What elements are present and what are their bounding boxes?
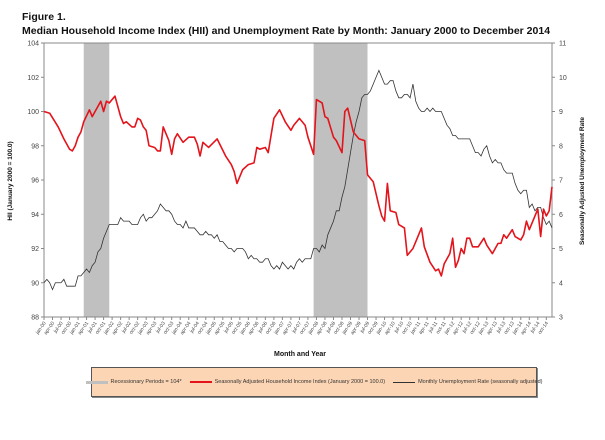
legend-swatch-hii [189,381,212,383]
y-axis-label-left: HII (January 2000 = 100.0) [7,141,14,220]
y-tick-label-left: 88 [31,315,39,322]
y-tick-label-right: 8 [559,143,563,150]
legend-item-unemployment: Monthly Unemployment Rate (seasonally ad… [393,379,543,385]
y-tick-label-right: 3 [559,315,563,322]
y-tick-label-left: 90 [31,280,39,287]
y-tick-label-right: 7 [559,178,563,185]
y-tick-label-left: 102 [27,75,39,82]
unemployment-rate-line [43,69,553,291]
y-tick-label-right: 11 [559,41,566,48]
series-lines [43,69,553,291]
y-tick-label-left: 100 [27,109,39,116]
recession-shading [83,43,368,317]
y-tick-label-left: 98 [31,143,39,150]
legend: Recessionary Periods = 104* Seasonally A… [85,367,543,397]
legend-swatch-recession [85,380,108,384]
y-tick-label-right: 10 [559,75,567,82]
y-tick-label-left: 104 [27,41,39,48]
figure-label: Figure 1. [22,11,66,23]
y-tick-label-left: 92 [31,246,39,253]
chart-title: Median Household Income Index (HII) and … [22,25,551,37]
legend-item-recession: Recessionary Periods = 104* [85,379,182,385]
legend-label-recession: Recessionary Periods = 104* [110,379,182,385]
y-tick-label-left: 94 [31,212,39,219]
y-tick-label-right: 4 [559,280,563,287]
recession-band [313,43,368,317]
y-tick-label-right: 9 [559,109,563,116]
legend-item-hii: Seasonally Adjusted Household Income Ind… [189,379,386,385]
legend-label-unemployment: Monthly Unemployment Rate (seasonally ad… [418,379,543,385]
y-axis-label-right: Seasonally Adjusted Unemployment Rate [579,117,586,245]
y-tick-label-left: 96 [31,178,39,185]
recession-band [83,43,110,317]
x-axis-label: Month and Year [274,351,326,358]
legend-label-hii: Seasonally Adjusted Household Income Ind… [214,379,386,385]
y-tick-label-right: 5 [559,246,563,253]
legend-swatch-unemployment [393,381,416,383]
hii-line [43,95,553,277]
y-tick-label-right: 6 [559,212,563,219]
